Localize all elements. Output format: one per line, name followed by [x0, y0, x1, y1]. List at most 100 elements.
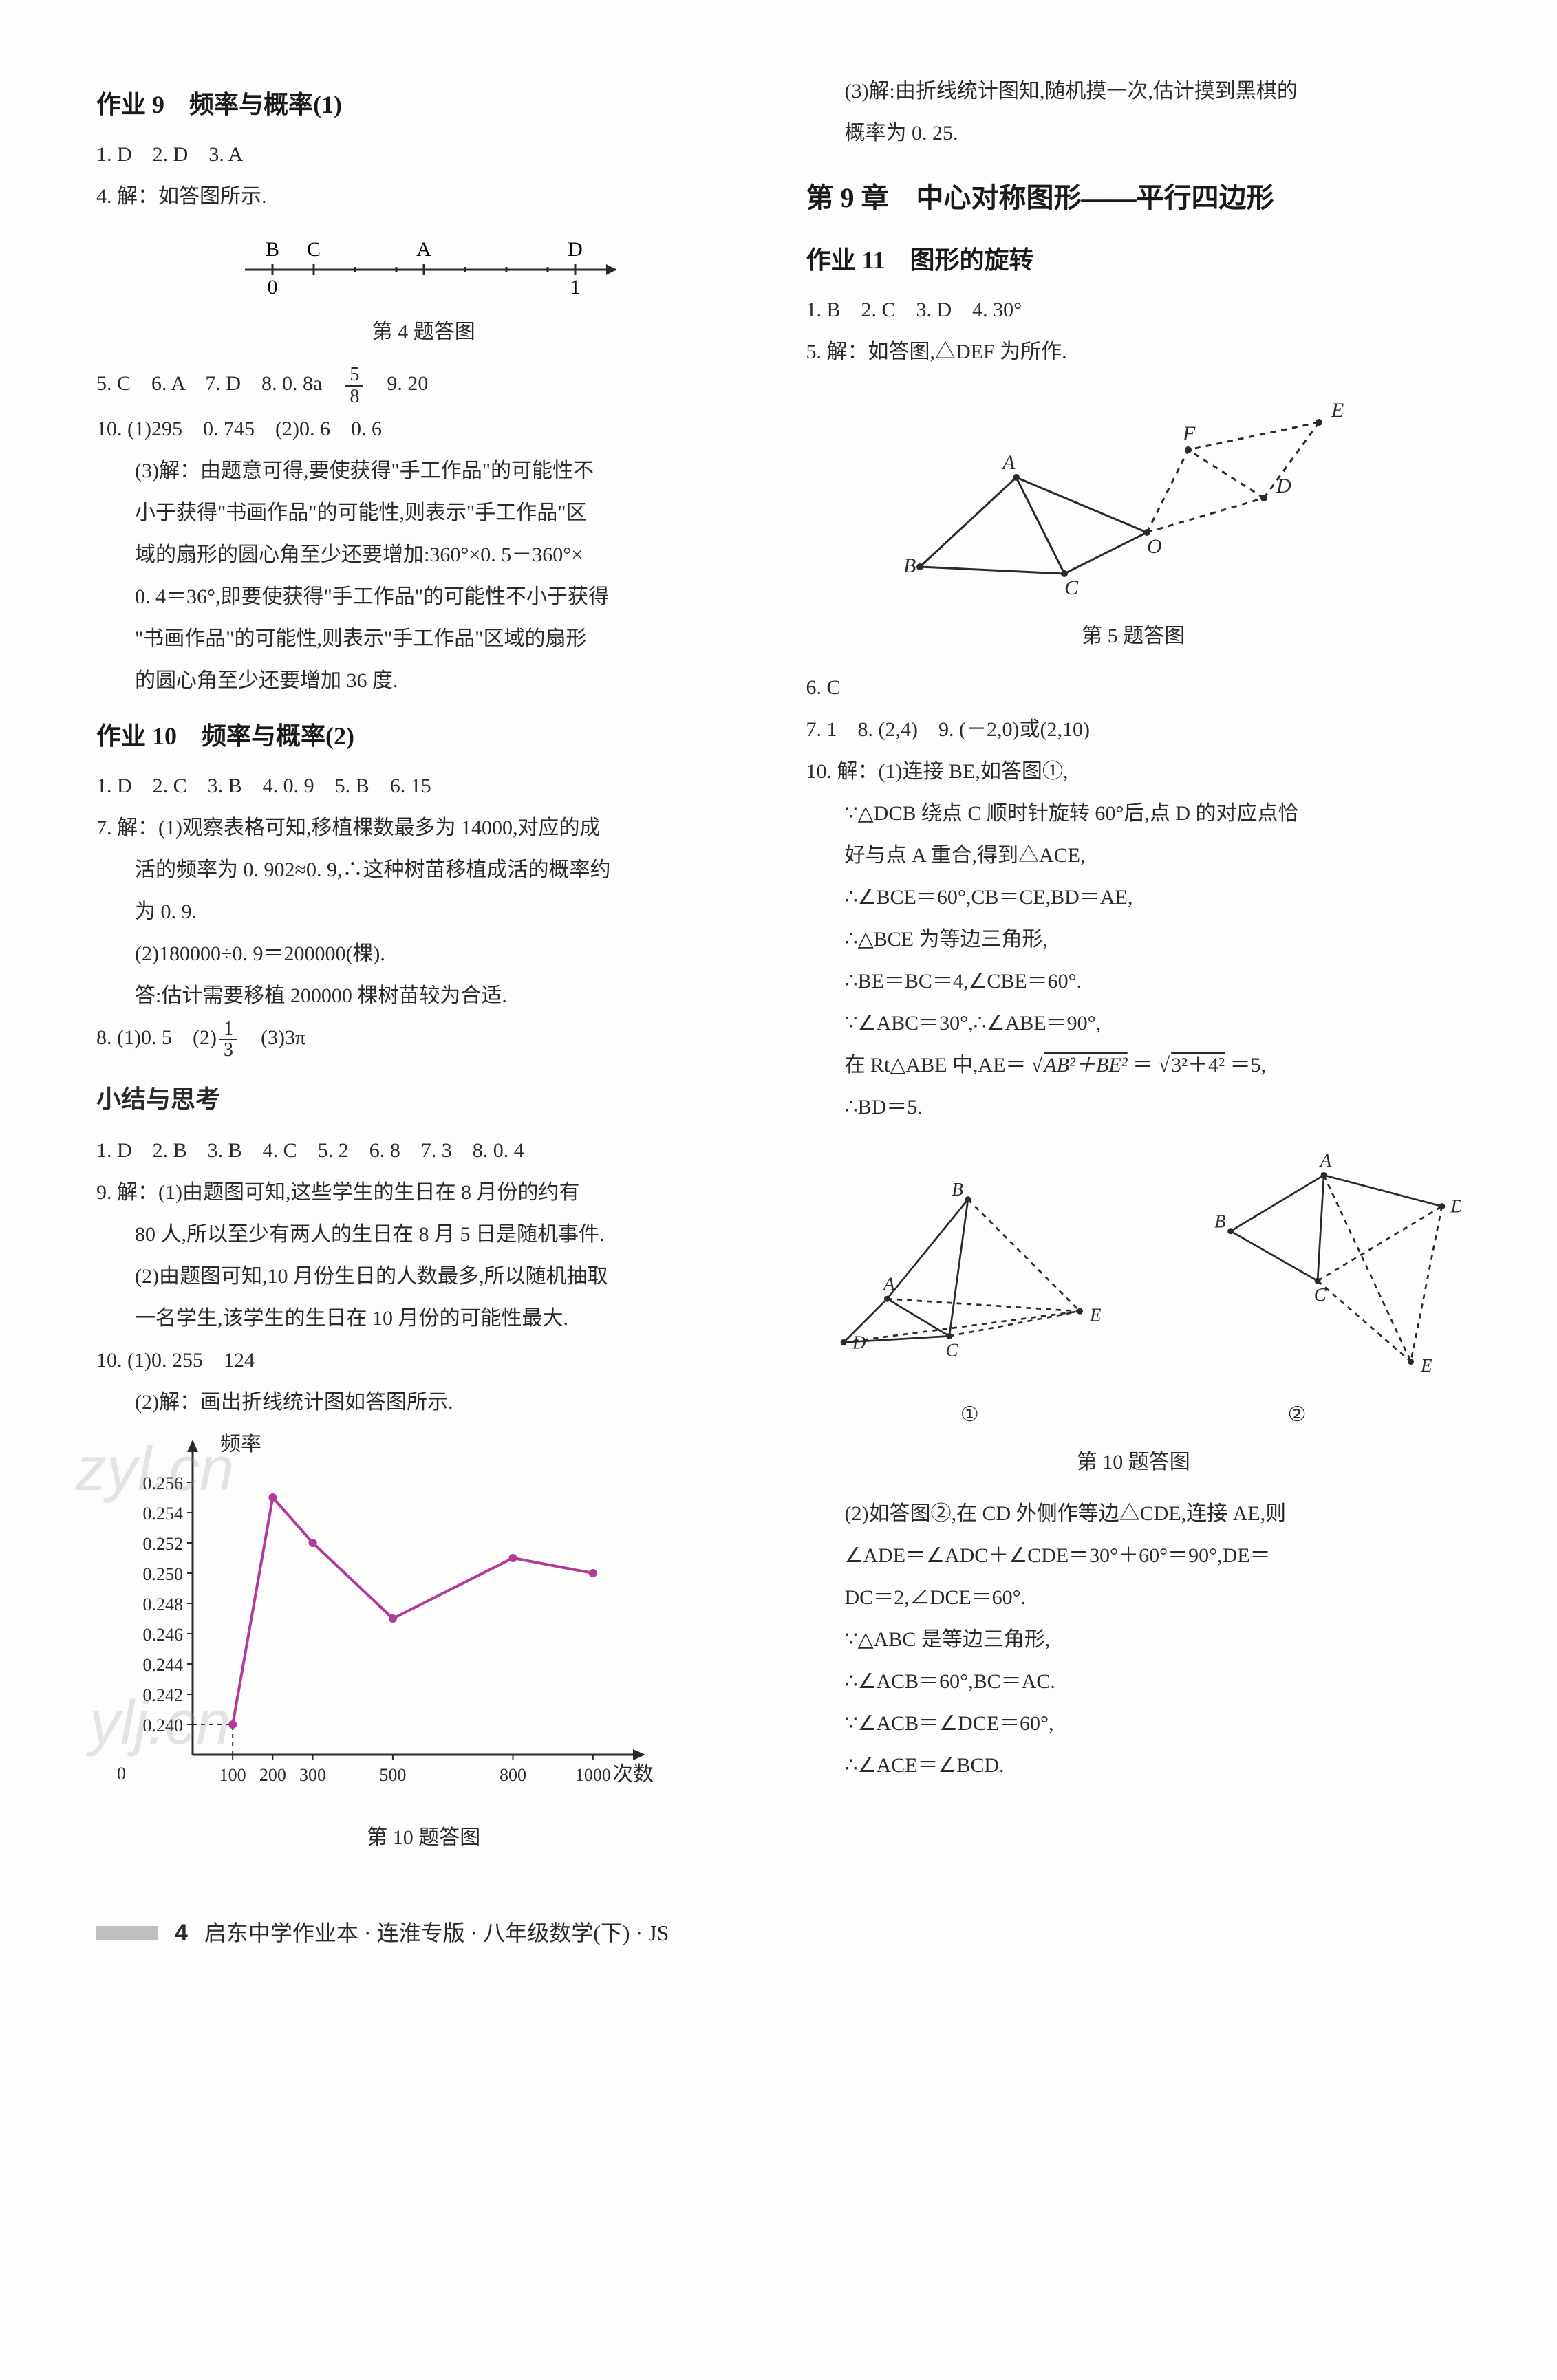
svg-text:300: 300: [299, 1765, 326, 1785]
svg-text:B: B: [266, 238, 279, 261]
figure-10: ABCDE ABCDE: [806, 1138, 1461, 1399]
text-line: 答:估计需要移植 200000 棵树苗较为合适.: [96, 976, 751, 1015]
svg-text:B: B: [903, 554, 916, 577]
text-line: 4. 解：如答图所示.: [96, 177, 751, 216]
svg-text:0.240: 0.240: [143, 1716, 184, 1735]
text-line: ∵∠ABC＝30°,∴∠ABE＝90°,: [806, 1004, 1461, 1043]
hw9-title: 作业 9 频率与概率(1): [96, 81, 751, 128]
svg-text:0.250: 0.250: [143, 1564, 184, 1584]
text-line: "书画作品"的可能性,则表示"手工作品"区域的扇形: [96, 619, 751, 658]
text-line: 7. 1 8. (2,4) 9. (－2,0)或(2,10): [806, 710, 1461, 749]
text-line: 1. D 2. D 3. A: [96, 135, 751, 174]
text-line: ∴∠BCE＝60°,CB＝CE,BD＝AE,: [806, 878, 1461, 917]
figure-caption: 第 5 题答图: [806, 616, 1461, 656]
text-line: ∴∠ACB＝60°,BC＝AC.: [806, 1662, 1461, 1701]
text-line: 小于获得"书画作品"的可能性,则表示"手工作品"区: [96, 493, 751, 532]
text-line: ∴BE＝BC＝4,∠CBE＝60°.: [806, 962, 1461, 1001]
text-line: ∴△BCE 为等边三角形,: [806, 920, 1461, 959]
text-line: 1. D 2. B 3. B 4. C 5. 2 6. 8 7. 3 8. 0.…: [96, 1131, 751, 1170]
text-line: 为 0. 9.: [96, 892, 751, 931]
text-line: 的圆心角至少还要增加 36 度.: [96, 661, 751, 700]
svg-text:E: E: [1420, 1355, 1432, 1376]
svg-text:0.254: 0.254: [143, 1504, 184, 1524]
text-line: 9. 解：(1)由题图可知,这些学生的生日在 8 月份的约有: [96, 1173, 751, 1212]
figure-5: ABCODEF: [806, 374, 1461, 608]
number-line-figure: B C A D 0 1: [96, 228, 751, 304]
text-line: ∵△DCB 绕点 C 顺时针旋转 60°后,点 D 的对应点恰: [806, 794, 1461, 833]
text-line: ∠ADE＝∠ADC＋∠CDE＝30°＋60°＝90°,DE＝: [806, 1536, 1461, 1575]
text-line: (2)由题图可知,10 月份生日的人数最多,所以随机抽取: [96, 1257, 751, 1296]
svg-text:800: 800: [500, 1765, 526, 1785]
page-number: 4: [175, 1911, 188, 1956]
text-line: 域的扇形的圆心角至少还要增加:360°×0. 5－360°×: [96, 535, 751, 574]
summary-title: 小结与思考: [96, 1076, 751, 1123]
svg-text:100: 100: [219, 1765, 246, 1785]
svg-text:E: E: [1088, 1305, 1101, 1326]
text-line: 5. 解：如答图,△DEF 为所作.: [806, 332, 1461, 371]
text-line: 1. B 2. C 3. D 4. 30°: [806, 290, 1461, 329]
figure-caption: 第 10 题答图: [806, 1442, 1461, 1482]
footer-bar: [96, 1926, 158, 1940]
text-line: (2)180000÷0. 9＝200000(棵).: [96, 934, 751, 973]
svg-text:0.252: 0.252: [143, 1534, 184, 1554]
svg-text:次数: 次数: [612, 1763, 654, 1786]
svg-text:B: B: [1214, 1211, 1226, 1232]
svg-text:频率: 频率: [220, 1433, 261, 1456]
svg-text:C: C: [945, 1340, 958, 1361]
text-line: 6. C: [806, 668, 1461, 707]
svg-text:D: D: [1276, 475, 1291, 497]
text-line: (2)解：画出折线统计图如答图所示.: [96, 1383, 751, 1422]
chapter-title: 第 9 章 中心对称图形——平行四边形: [806, 172, 1461, 224]
svg-text:0.244: 0.244: [143, 1655, 184, 1675]
subfig-label: ①: [960, 1395, 979, 1434]
svg-text:D: D: [851, 1332, 866, 1353]
right-column: (3)解:由折线统计图知,随机摸一次,估计摸到黑棋的 概率为 0. 25. 第 …: [806, 69, 1461, 1870]
svg-text:D: D: [568, 238, 583, 261]
text-line: 5. C 6. A 7. D 8. 0. 8a 58 9. 20: [96, 364, 751, 407]
svg-text:A: A: [1319, 1150, 1332, 1171]
svg-text:500: 500: [379, 1765, 406, 1785]
svg-text:200: 200: [259, 1765, 286, 1785]
svg-text:1: 1: [570, 276, 580, 299]
text-line: 10. (1)295 0. 745 (2)0. 6 0. 6: [96, 409, 751, 448]
text-line: (3)解:由折线统计图知,随机摸一次,估计摸到黑棋的: [806, 72, 1461, 111]
svg-text:O: O: [1147, 535, 1162, 558]
svg-text:0.256: 0.256: [143, 1473, 184, 1493]
text-line: ∵∠ACB＝∠DCE＝60°,: [806, 1704, 1461, 1743]
svg-text:A: A: [882, 1274, 895, 1295]
text-line: (2)如答图②,在 CD 外侧作等边△CDE,连接 AE,则: [806, 1494, 1461, 1533]
svg-text:E: E: [1331, 399, 1344, 422]
hw11-title: 作业 11 图形的旋转: [806, 237, 1461, 283]
text-line: 1. D 2. C 3. B 4. 0. 9 5. B 6. 15: [96, 766, 751, 805]
svg-text:F: F: [1182, 422, 1196, 445]
text-line: ∵△ABC 是等边三角形,: [806, 1620, 1461, 1659]
figure-caption: 第 10 题答图: [96, 1818, 751, 1857]
svg-text:A: A: [416, 238, 431, 261]
text-line: 8. (1)0. 5 (2)13 (3)3π: [96, 1018, 751, 1061]
line-chart: zyl.cn ylj.cn 0.2560.2540.2520.2500.2480…: [96, 1425, 661, 1810]
text-line: 一名学生,该学生的生日在 10 月份的可能性最大.: [96, 1299, 751, 1338]
svg-text:0.242: 0.242: [143, 1685, 184, 1705]
text-line: 活的频率为 0. 902≈0. 9,∴这种树苗移植成活的概率约: [96, 850, 751, 889]
subfig-label: ②: [1288, 1395, 1307, 1434]
svg-text:0: 0: [117, 1764, 126, 1784]
hw10-title: 作业 10 频率与概率(2): [96, 713, 751, 759]
svg-text:0.246: 0.246: [143, 1625, 184, 1645]
text-line: ∴BD＝5.: [806, 1088, 1461, 1127]
text-line: 10. (1)0. 255 124: [96, 1341, 751, 1380]
text-line: 10. 解：(1)连接 BE,如答图①,: [806, 752, 1461, 791]
text-line: ∴∠ACE＝∠BCD.: [806, 1746, 1461, 1785]
text-line: 好与点 A 重合,得到△ACE,: [806, 836, 1461, 875]
text-line: 在 Rt△ABE 中,AE＝ √AB²＋BE² ＝ √3²＋4² ＝5,: [806, 1046, 1461, 1085]
svg-text:1000: 1000: [575, 1765, 611, 1785]
footer-text: 启东中学作业本 · 连淮专版 · 八年级数学(下) · JS: [204, 1912, 669, 1954]
svg-text:C: C: [1314, 1284, 1327, 1305]
svg-text:B: B: [952, 1180, 963, 1200]
text-line: DC＝2,∠DCE＝60°.: [806, 1578, 1461, 1617]
svg-text:A: A: [1001, 451, 1016, 474]
text-line: 7. 解：(1)观察表格可知,移植棵数最多为 14000,对应的成: [96, 808, 751, 847]
text-line: 0. 4＝36°,即要使获得"手工作品"的可能性不小于获得: [96, 577, 751, 616]
svg-text:0: 0: [267, 276, 277, 299]
left-column: 作业 9 频率与概率(1) 1. D 2. D 3. A 4. 解：如答图所示.: [96, 69, 751, 1870]
text-line: 80 人,所以至少有两人的生日在 8 月 5 日是随机事件.: [96, 1215, 751, 1254]
